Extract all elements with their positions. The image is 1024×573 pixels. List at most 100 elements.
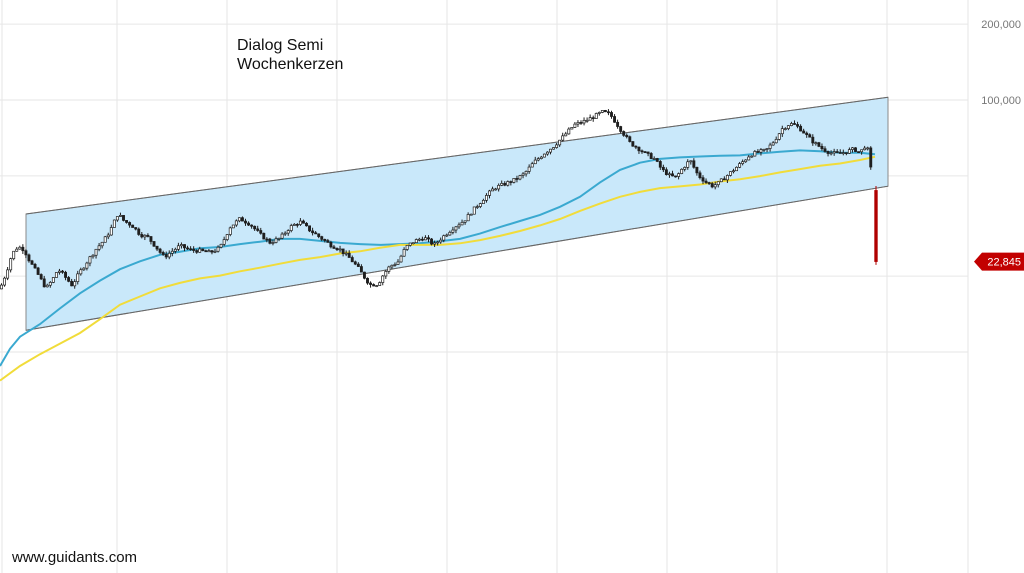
candle-body bbox=[100, 241, 104, 247]
candle-body bbox=[506, 181, 510, 186]
candle bbox=[765, 148, 769, 153]
candle-body bbox=[491, 188, 495, 192]
candle bbox=[298, 218, 302, 226]
candle bbox=[39, 273, 43, 281]
candle-body bbox=[152, 241, 156, 247]
candle bbox=[850, 147, 854, 153]
candle-body bbox=[667, 173, 671, 176]
candle bbox=[140, 232, 144, 239]
candle-body bbox=[118, 215, 122, 217]
candle bbox=[311, 227, 315, 236]
candle-body bbox=[79, 269, 83, 275]
candle bbox=[649, 152, 653, 159]
candle-body bbox=[777, 133, 781, 140]
candle-body bbox=[802, 130, 806, 134]
candle-body bbox=[774, 139, 778, 144]
candle-body bbox=[707, 182, 711, 184]
candle-body bbox=[518, 175, 522, 180]
candle bbox=[338, 245, 342, 253]
candle-body bbox=[103, 236, 107, 243]
candle bbox=[204, 249, 208, 253]
candle-body bbox=[353, 261, 357, 265]
candle bbox=[73, 279, 77, 289]
candle bbox=[286, 229, 290, 236]
watermark-text: www.guidants.com bbox=[12, 549, 138, 566]
candle bbox=[186, 245, 189, 251]
candle bbox=[76, 270, 80, 285]
candle bbox=[149, 236, 153, 245]
candle bbox=[585, 117, 589, 123]
candle-body bbox=[350, 257, 354, 263]
candle bbox=[576, 120, 580, 128]
candle-body bbox=[137, 228, 141, 235]
candle-body bbox=[628, 136, 632, 142]
candle bbox=[241, 216, 244, 222]
candle-body bbox=[466, 214, 470, 222]
candle bbox=[305, 222, 308, 227]
candle-body bbox=[372, 284, 376, 287]
candle bbox=[375, 285, 379, 288]
candle-body bbox=[649, 153, 653, 159]
candle bbox=[280, 232, 284, 240]
last-price-badge: 22,845 bbox=[974, 252, 1024, 271]
candle-body bbox=[131, 224, 135, 228]
candle bbox=[442, 234, 446, 243]
candle bbox=[701, 175, 705, 185]
candle bbox=[640, 149, 644, 154]
chart-subtitle: Wochenkerzen bbox=[237, 56, 344, 73]
candle bbox=[616, 119, 620, 129]
candle-body bbox=[329, 242, 333, 248]
candle-body bbox=[210, 250, 214, 253]
candle-body bbox=[600, 110, 604, 113]
candle bbox=[753, 150, 757, 157]
candle bbox=[820, 143, 824, 151]
candle-body bbox=[402, 249, 406, 257]
candle-body bbox=[661, 166, 665, 171]
candle bbox=[427, 235, 430, 243]
candle bbox=[231, 224, 235, 229]
candle bbox=[323, 238, 327, 243]
candle bbox=[42, 275, 46, 288]
candle bbox=[417, 237, 421, 242]
candle-body bbox=[3, 277, 6, 286]
candle-body bbox=[369, 282, 373, 285]
candle bbox=[802, 128, 806, 134]
candle bbox=[579, 120, 583, 125]
y-axis-tick-label: 200,000 bbox=[981, 19, 1021, 31]
candle bbox=[857, 151, 861, 153]
candle bbox=[134, 227, 138, 231]
candle bbox=[549, 148, 552, 155]
candle bbox=[292, 223, 296, 226]
candle-body bbox=[427, 237, 430, 240]
candle bbox=[30, 259, 34, 265]
candle-body bbox=[225, 234, 229, 240]
candle bbox=[658, 160, 662, 170]
candle bbox=[506, 180, 510, 187]
candle bbox=[683, 166, 687, 172]
candle bbox=[353, 260, 357, 266]
candle-body bbox=[335, 248, 339, 250]
candle-body bbox=[180, 244, 183, 247]
candle-body bbox=[579, 122, 583, 124]
candle bbox=[402, 247, 406, 257]
candle bbox=[439, 237, 443, 244]
candle-body bbox=[643, 151, 647, 154]
candle bbox=[115, 216, 119, 222]
candle-body bbox=[408, 242, 412, 246]
candle-body bbox=[863, 147, 867, 151]
candle bbox=[320, 235, 324, 242]
candle bbox=[70, 278, 74, 287]
candle-body bbox=[555, 144, 559, 148]
candle-body bbox=[637, 146, 641, 152]
candle-body bbox=[780, 128, 784, 135]
candle bbox=[125, 220, 128, 224]
candle-body bbox=[326, 240, 330, 243]
candle bbox=[518, 174, 522, 181]
candle bbox=[341, 248, 345, 257]
candle-body bbox=[70, 280, 74, 287]
candle-body bbox=[570, 127, 574, 130]
candle-body bbox=[820, 145, 824, 150]
candle bbox=[478, 202, 482, 209]
candle bbox=[655, 157, 659, 163]
